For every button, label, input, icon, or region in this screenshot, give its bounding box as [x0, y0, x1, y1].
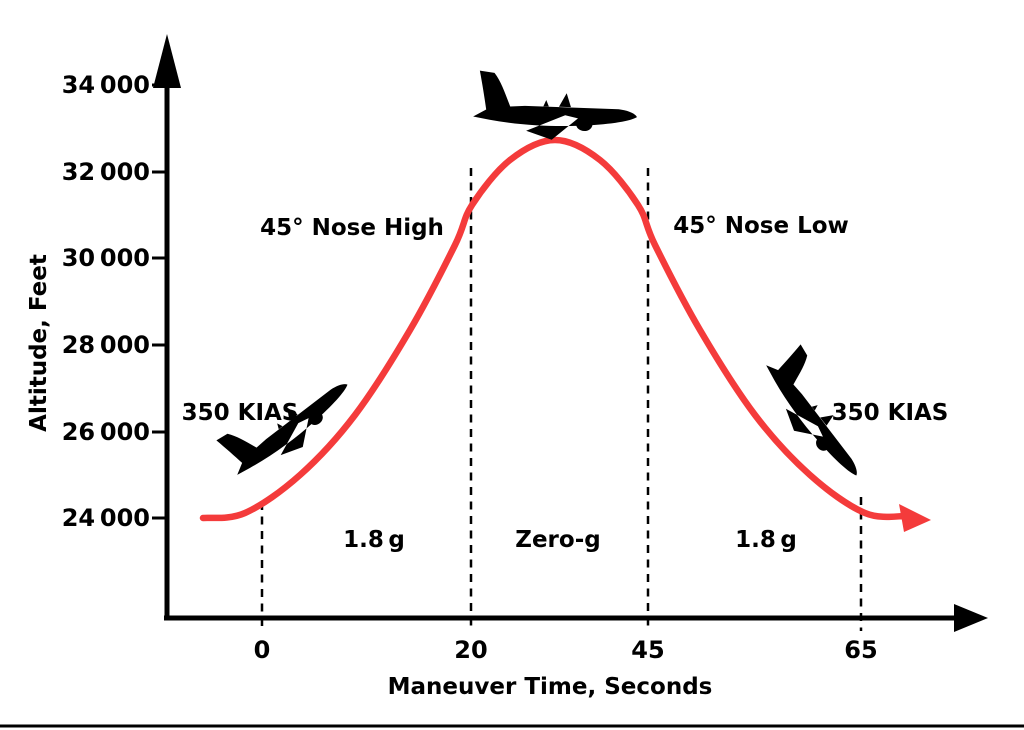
flight-path-curve: [199, 136, 911, 522]
xtick-20-label: 20: [454, 636, 487, 664]
ytick-30000-label: 30 000: [62, 244, 150, 272]
y-axis-arrow-icon: [153, 34, 181, 88]
annotation-kias-left: 350 KIAS: [182, 400, 299, 426]
ytick-32000-label: 32 000: [62, 158, 150, 186]
x-axis-arrow-icon: [954, 604, 988, 632]
airplane-level-icon: [472, 70, 639, 142]
ytick-34000-label: 34 000: [62, 71, 150, 99]
y-axis-title: Altitude, Feet: [26, 254, 52, 432]
annotation-nose-high: 45° Nose High: [260, 215, 444, 241]
ytick-24000-label: 24 000: [62, 504, 150, 532]
xtick-65-label: 65: [844, 636, 877, 664]
flight-path-arrow-icon: [899, 504, 931, 532]
x-axis-title: Maneuver Time, Seconds: [388, 674, 713, 700]
annotation-18g-right: 1.8 g: [735, 527, 797, 553]
annotation-nose-low: 45° Nose Low: [673, 213, 849, 239]
xtick-0-label: 0: [254, 636, 271, 664]
xtick-45-label: 45: [631, 636, 664, 664]
ytick-26000-label: 26 000: [62, 418, 150, 446]
ytick-28000-label: 28 000: [62, 331, 150, 359]
annotation-18g-left: 1.8 g: [343, 527, 405, 553]
annotation-kias-right: 350 KIAS: [832, 400, 949, 426]
annotation-zero-g: Zero-g: [515, 527, 600, 553]
